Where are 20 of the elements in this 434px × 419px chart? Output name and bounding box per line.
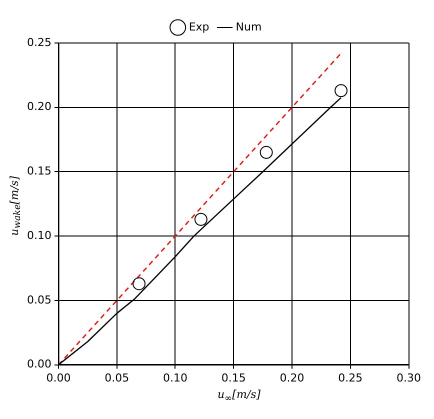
y-tick-label: 0.05: [26, 293, 52, 306]
legend-label: Exp: [188, 20, 210, 34]
x-tick-label: 0.25: [338, 371, 363, 384]
x-tick-label: 0.30: [396, 371, 422, 384]
x-tick-label: 0.10: [162, 371, 188, 384]
x-tick-label: 0.15: [221, 371, 246, 384]
y-tick-label: 0.20: [26, 100, 52, 114]
point: [132, 277, 146, 290]
point: [260, 146, 273, 159]
y-tick-label: 0.10: [26, 228, 52, 242]
x-tick-label: 0.05: [104, 371, 130, 384]
y-tick-label: 0.15: [26, 164, 52, 178]
y-tick-label: 0.25: [26, 36, 52, 49]
y-tick-label: 0.00: [26, 358, 52, 371]
x-tick-label: 0.20: [280, 371, 304, 384]
point: [334, 84, 348, 98]
point: [194, 212, 208, 226]
x-tick-label: 0.00: [46, 371, 71, 384]
legend-label: Num: [236, 20, 262, 34]
x-axis-title: u$_{∞}$[m/s]: [216, 388, 261, 404]
